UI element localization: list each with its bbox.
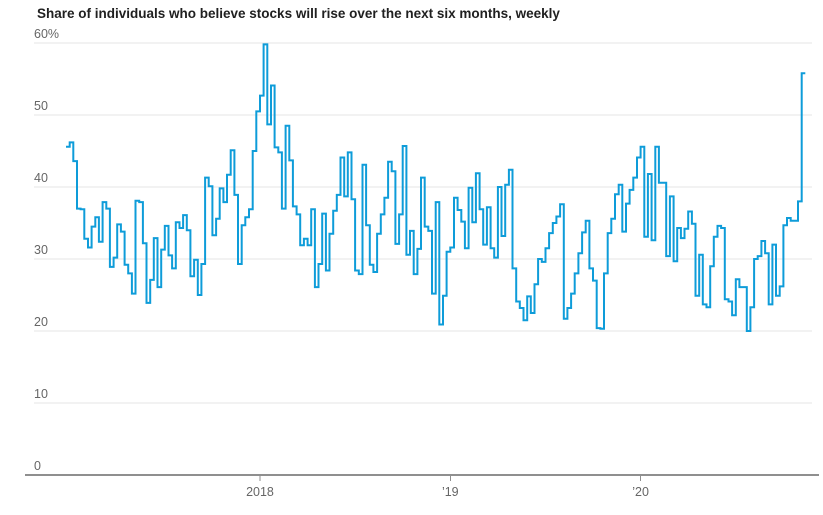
y-axis-label-30: 30 xyxy=(34,243,48,257)
data-line-bullish-share xyxy=(66,43,806,332)
chart-title: Share of individuals who believe stocks … xyxy=(37,6,560,21)
y-axis-label-40: 40 xyxy=(34,171,48,185)
x-axis-label-2018: 2018 xyxy=(246,485,274,499)
x-axis-label-20: ’20 xyxy=(632,485,649,499)
y-axis-label-0: 0 xyxy=(34,459,41,473)
y-axis-label-50: 50 xyxy=(34,99,48,113)
y-axis-label-20: 20 xyxy=(34,315,48,329)
y-axis-label-60: 60% xyxy=(34,27,59,41)
x-axis-label-19: ’19 xyxy=(442,485,459,499)
y-axis-label-10: 10 xyxy=(34,387,48,401)
